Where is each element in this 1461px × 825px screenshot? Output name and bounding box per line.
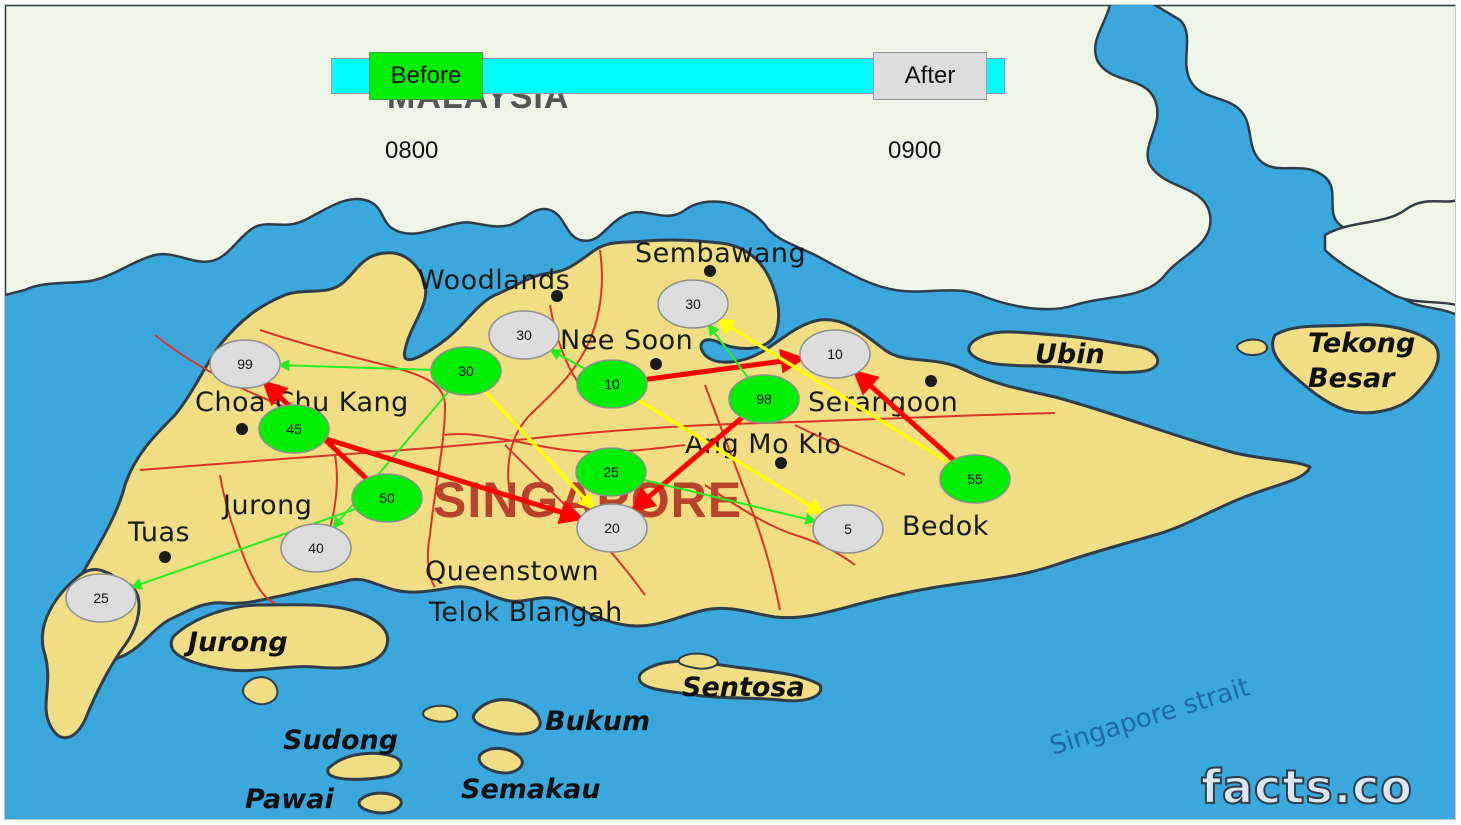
node-value-label: 40 bbox=[308, 540, 324, 556]
node-shape bbox=[657, 279, 729, 329]
node-value-label: 5 bbox=[844, 521, 852, 537]
node-value-label: 30 bbox=[516, 327, 532, 343]
node-shape bbox=[258, 404, 330, 454]
island-small-1 bbox=[242, 676, 279, 706]
node-shape bbox=[812, 504, 884, 554]
place-label-bedok: Bedok bbox=[902, 511, 989, 542]
dot-ang-mo-kio bbox=[775, 457, 787, 469]
island-small-2 bbox=[677, 652, 719, 670]
place-label-nee-soon: Nee Soon bbox=[560, 325, 693, 356]
node-value-label: 55 bbox=[967, 471, 983, 487]
flow-node-n20[interactable]: 20 bbox=[576, 503, 648, 553]
place-label-jurong: Jurong bbox=[221, 490, 312, 521]
flow-node-n99[interactable]: 99 bbox=[209, 339, 281, 389]
node-value-label: 10 bbox=[604, 376, 620, 392]
sentosa-island bbox=[637, 659, 823, 703]
flow-arrow-n45-to-n20 bbox=[293, 426, 585, 525]
node-value-label: 30 bbox=[685, 296, 701, 312]
node-value-label: 10 bbox=[827, 346, 843, 362]
flow-arrow-n30a-to-n20 bbox=[464, 369, 596, 511]
node-shape bbox=[351, 473, 423, 523]
flow-node-n10a[interactable]: 10 bbox=[576, 359, 648, 409]
node-shape bbox=[209, 339, 281, 389]
flow-node-n30a[interactable]: 30 bbox=[430, 346, 502, 396]
flow-node-n50[interactable]: 50 bbox=[351, 473, 423, 523]
flow-arrow-n50-to-n25b bbox=[129, 497, 388, 590]
place-label-sembawang: Sembawang bbox=[635, 238, 806, 269]
place-label-telok-blangah: Telok Blangah bbox=[428, 597, 623, 628]
node-value-label: 45 bbox=[286, 421, 302, 437]
place-label-tuas: Tuas bbox=[127, 517, 190, 548]
dot-choa-chu-kang bbox=[236, 423, 248, 435]
island-label-bukum: Bukum bbox=[545, 706, 650, 737]
node-shape bbox=[575, 447, 647, 497]
node-value-label: 98 bbox=[756, 391, 772, 407]
flow-node-n40[interactable]: 40 bbox=[280, 523, 352, 573]
flow-node-n25b[interactable]: 25 bbox=[65, 573, 137, 623]
place-label-serangoon: Serangoon bbox=[808, 387, 958, 418]
place-dots bbox=[159, 265, 937, 563]
malaysia-island-right bbox=[1323, 199, 1455, 306]
flow-node-n5[interactable]: 5 bbox=[812, 504, 884, 554]
node-value-label: 30 bbox=[458, 363, 474, 379]
island-label-pawai: Pawai bbox=[245, 784, 334, 815]
dot-sembawang bbox=[704, 265, 716, 277]
before-button[interactable]: Before bbox=[369, 52, 483, 100]
flow-node-n98[interactable]: 98 bbox=[728, 374, 800, 424]
node-shape bbox=[576, 359, 648, 409]
singapore-landmass bbox=[58, 238, 1312, 662]
node-value-label: 25 bbox=[93, 590, 109, 606]
node-value-label: 20 bbox=[604, 520, 620, 536]
island-label-tekong: Tekong bbox=[1308, 328, 1415, 359]
flow-node-n30c[interactable]: 30 bbox=[657, 279, 729, 329]
node-shape bbox=[799, 329, 871, 379]
node-shape bbox=[576, 503, 648, 553]
flow-arrow-n25a-to-n5 bbox=[610, 471, 818, 525]
node-value-label: 99 bbox=[237, 356, 253, 372]
jurong-island bbox=[169, 603, 389, 673]
flow-node-n45[interactable]: 45 bbox=[258, 404, 330, 454]
sudong-island bbox=[326, 751, 403, 781]
start-time-label: 0800 bbox=[385, 137, 439, 164]
map-stage: MALAYSIA SINGAPORE Sembawang Woodlands N… bbox=[4, 4, 1456, 820]
flow-arrow-n10a-to-n5 bbox=[611, 382, 825, 515]
flow-nodes: 99 45 30 30 30 10 10 98 55 25 50 20 5 40 25 bbox=[65, 279, 1011, 623]
node-shape bbox=[939, 454, 1011, 504]
node-value-label: 25 bbox=[603, 464, 619, 480]
pawai-island bbox=[357, 791, 403, 815]
node-value-label: 50 bbox=[379, 490, 395, 506]
end-time-label: 0900 bbox=[888, 137, 942, 164]
flow-node-n30b[interactable]: 30 bbox=[488, 310, 560, 360]
semakau-island bbox=[477, 747, 524, 775]
flow-arrow-n55-to-n30c bbox=[715, 318, 976, 481]
singapore-map: MALAYSIA SINGAPORE Sembawang Woodlands N… bbox=[5, 5, 1455, 819]
pulau-ubin bbox=[967, 330, 1159, 374]
island-label-sudong: Sudong bbox=[283, 725, 398, 756]
island-label-sentosa: Sentosa bbox=[682, 672, 805, 703]
dot-nee-soon bbox=[650, 358, 662, 370]
island-label-besar: Besar bbox=[1308, 363, 1396, 394]
pulau-tekong bbox=[1271, 323, 1440, 415]
node-shape bbox=[728, 374, 800, 424]
after-button[interactable]: After bbox=[873, 52, 987, 100]
flow-node-n55[interactable]: 55 bbox=[939, 454, 1011, 504]
island-label-semakau: Semakau bbox=[461, 774, 601, 805]
dot-woodlands bbox=[551, 290, 563, 302]
bukum-island bbox=[471, 698, 542, 736]
node-shape bbox=[65, 573, 137, 623]
island-label-jurong: Jurong bbox=[183, 627, 288, 658]
node-shape bbox=[488, 310, 560, 360]
place-label-queenstown: Queenstown bbox=[425, 556, 599, 587]
islet-east bbox=[1236, 338, 1269, 357]
node-shape bbox=[280, 523, 352, 573]
watermark-logo: facts.co bbox=[1201, 760, 1413, 814]
dot-serangoon bbox=[925, 375, 937, 387]
island-small-3 bbox=[422, 704, 459, 723]
flow-node-n10b[interactable]: 10 bbox=[799, 329, 871, 379]
place-label-woodlands: Woodlands bbox=[418, 265, 570, 296]
island-label-ubin: Ubin bbox=[1035, 339, 1105, 370]
flow-node-n25a[interactable]: 25 bbox=[575, 447, 647, 497]
node-shape bbox=[430, 346, 502, 396]
dot-tuas bbox=[159, 551, 171, 563]
